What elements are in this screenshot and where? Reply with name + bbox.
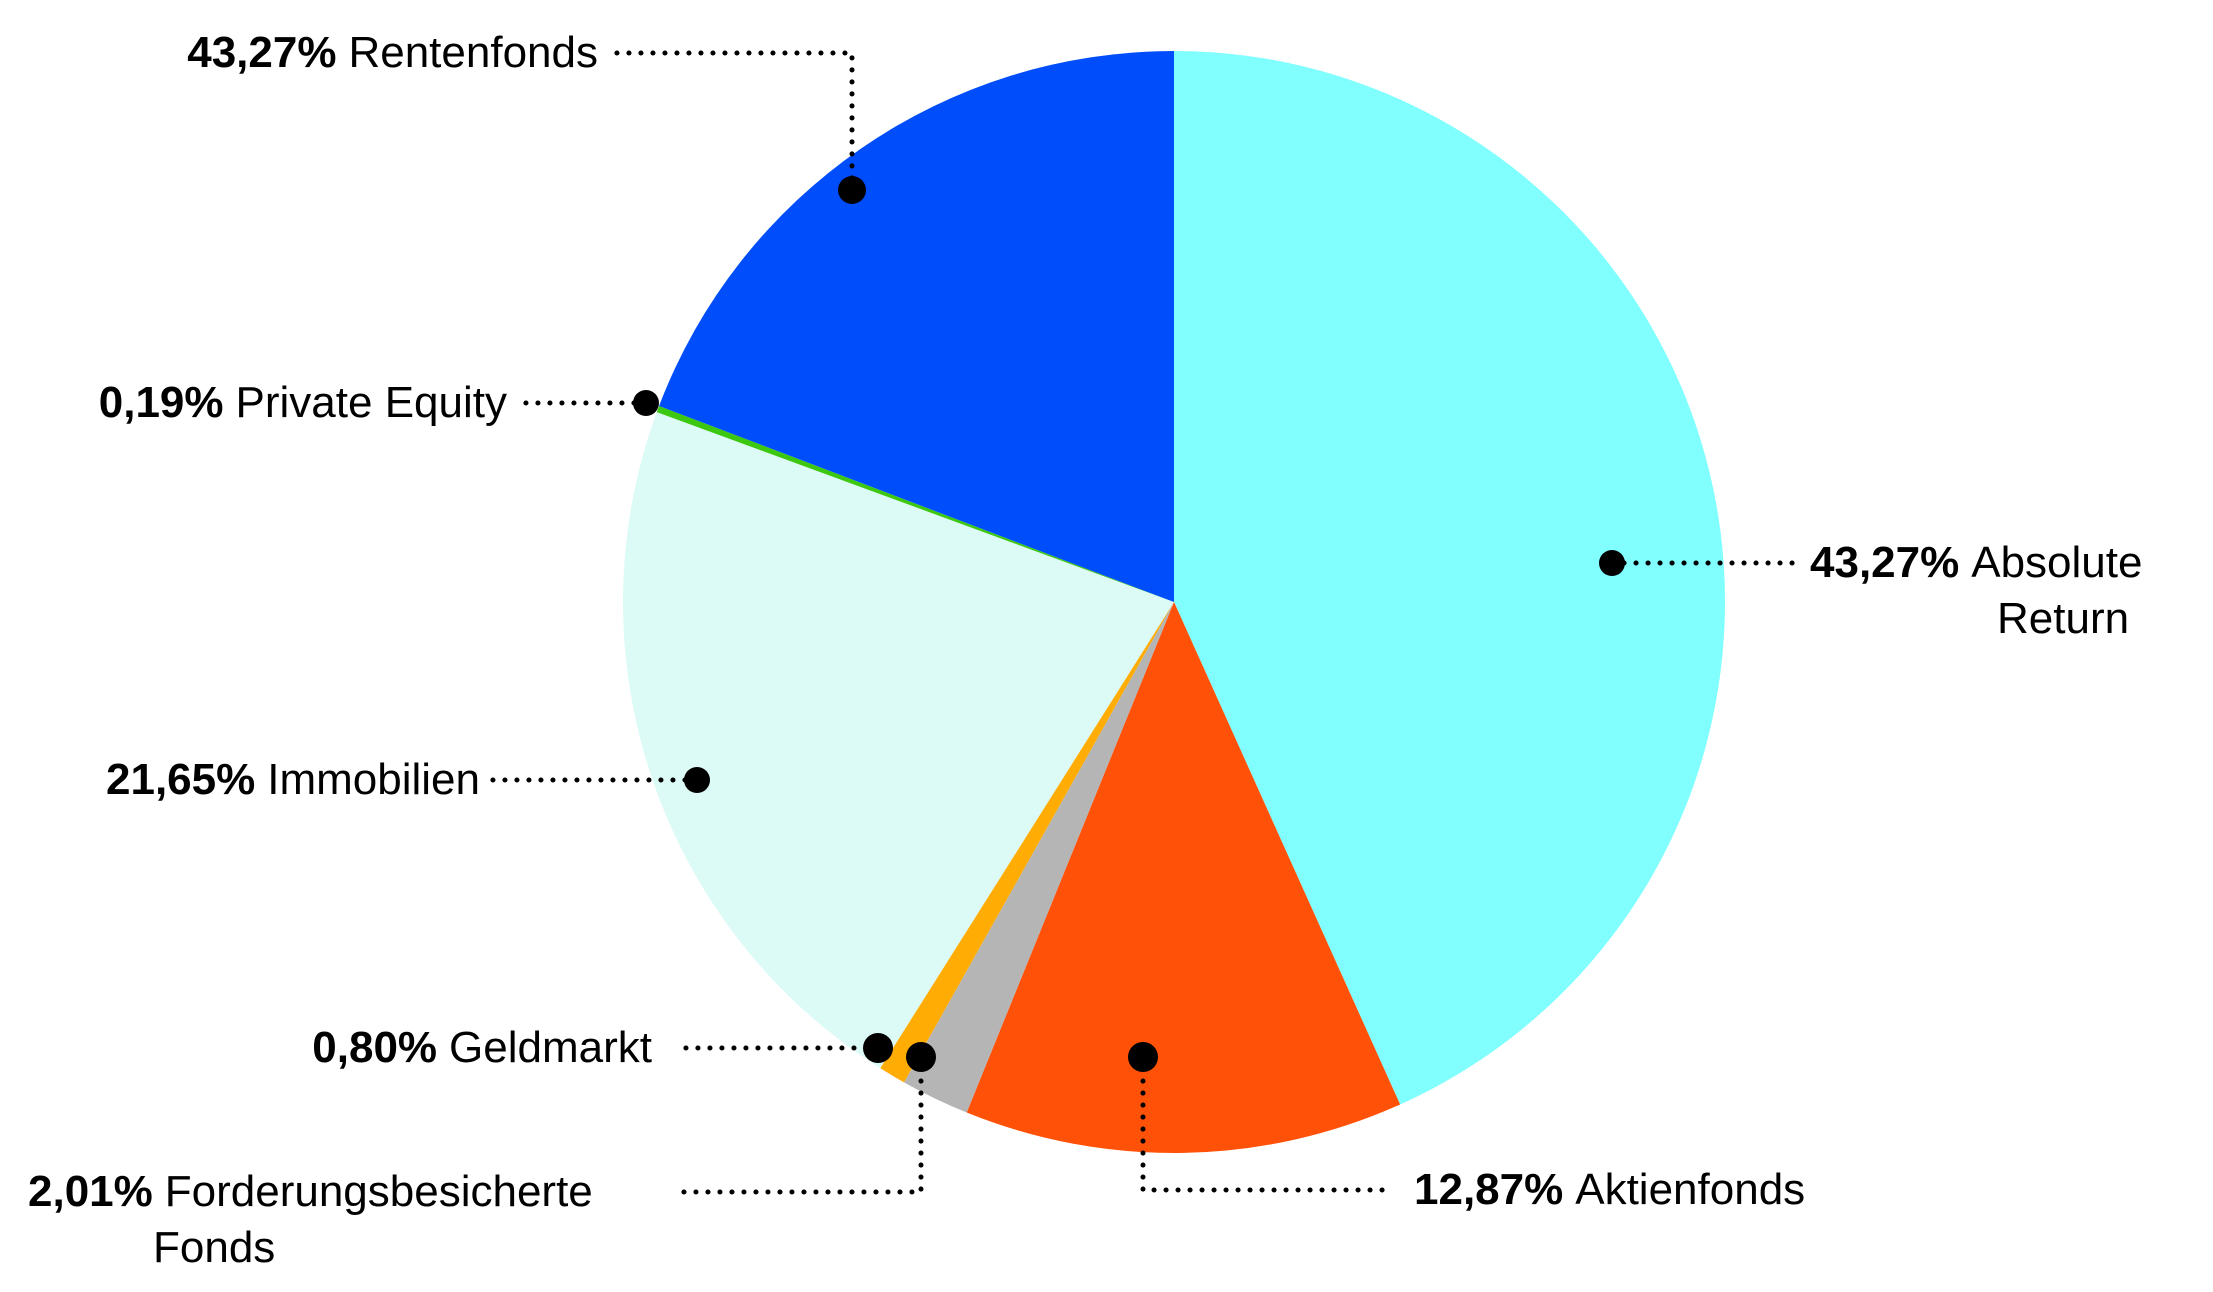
callout-dot-geldmarkt bbox=[863, 1033, 893, 1063]
pie-slice-aktienfonds bbox=[966, 602, 1401, 1153]
pie-slice-private-equity bbox=[656, 405, 1174, 602]
label-absolute-return-name-line2: Return bbox=[1997, 594, 2130, 643]
label-forderungsbesicherte-fonds: 2,01% Forderungsbesicherte Fonds bbox=[28, 1164, 593, 1276]
label-forderungsbesicherte-fonds-name-line2: Fonds bbox=[153, 1223, 276, 1272]
label-forderungsbesicherte-fonds-percent: 2,01% bbox=[28, 1167, 153, 1216]
label-forderungsbesicherte-fonds-name-line1: Forderungsbesicherte bbox=[164, 1167, 593, 1216]
pie-slice-rentenfonds bbox=[659, 51, 1174, 602]
label-private-equity-percent: 0,19% bbox=[98, 378, 224, 427]
label-aktienfonds: 12,87% Aktienfonds bbox=[1414, 1162, 1805, 1218]
callout-line-aktienfonds bbox=[1140, 1054, 1393, 1193]
label-absolute-return-name-line1: Absolute bbox=[1971, 538, 2143, 587]
pie-slice-forderungsbesicherte-fonds bbox=[904, 602, 1174, 1113]
label-geldmarkt-percent: 0,80% bbox=[312, 1023, 438, 1072]
label-immobilien-percent: 21,65% bbox=[106, 755, 256, 804]
label-geldmarkt: 0,80% Geldmarkt bbox=[312, 1020, 652, 1076]
callout-dot-immobilien bbox=[684, 767, 710, 793]
callout-line-rentenfonds bbox=[609, 50, 855, 193]
label-rentenfonds-percent: 43,27% bbox=[187, 28, 337, 77]
label-private-equity-name: Private Equity bbox=[235, 378, 507, 427]
label-rentenfonds-name: Rentenfonds bbox=[348, 28, 598, 77]
pie-slice-immobilien bbox=[623, 412, 1174, 1069]
callout-dot-absolute-return bbox=[1599, 550, 1625, 576]
callout-dot-rentenfonds bbox=[838, 176, 866, 204]
label-immobilien-name: Immobilien bbox=[267, 755, 480, 804]
label-geldmarkt-name: Geldmarkt bbox=[449, 1023, 652, 1072]
label-absolute-return-percent: 43,27% bbox=[1810, 538, 1960, 587]
label-absolute-return: 43,27% Absolute Return bbox=[1810, 535, 2142, 647]
callout-dot-aktienfonds bbox=[1128, 1042, 1158, 1072]
callout-dot-forderungsbesicherte-fonds bbox=[906, 1042, 936, 1072]
label-immobilien: 21,65% Immobilien bbox=[106, 752, 480, 808]
callout-dot-private-equity bbox=[633, 390, 659, 416]
label-rentenfonds: 43,27% Rentenfonds bbox=[187, 25, 598, 81]
pie-slice-absolute-return bbox=[1174, 51, 1726, 1105]
label-private-equity: 0,19% Private Equity bbox=[99, 375, 507, 431]
label-aktienfonds-percent: 12,87% bbox=[1414, 1165, 1564, 1214]
pie-slice-geldmarkt bbox=[880, 602, 1174, 1083]
callout-line-forderungsbesicherte-fonds bbox=[675, 1054, 924, 1195]
label-aktienfonds-name: Aktienfonds bbox=[1575, 1165, 1806, 1214]
